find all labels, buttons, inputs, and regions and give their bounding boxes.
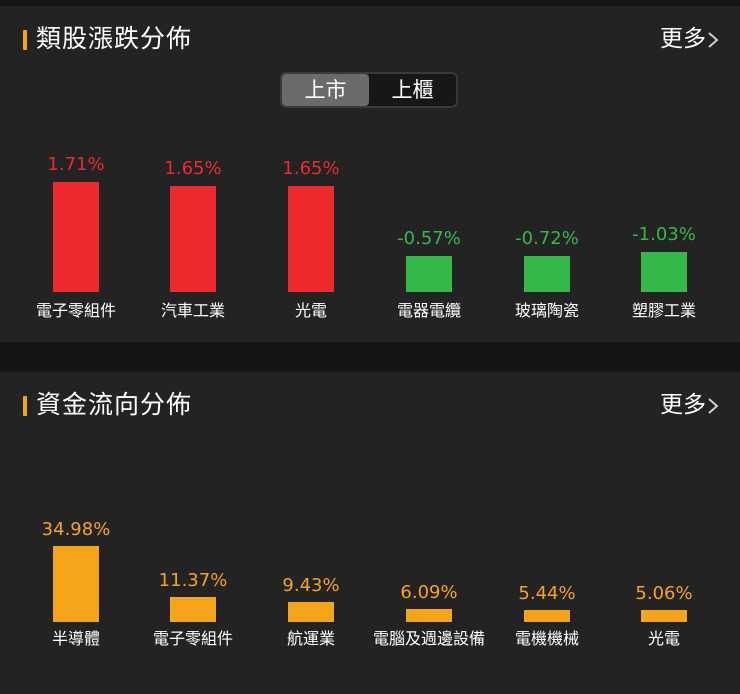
chart-bar (170, 185, 216, 292)
more-link[interactable]: 更多 (660, 26, 706, 52)
category-label[interactable]: 電子零組件 (152, 629, 233, 648)
capital-flow-card: 資金流向分佈 更多 34.98% 半導體 11.37% 電子零組件 9.43% 航運業 6.… (0, 372, 740, 694)
category-label[interactable]: 光電 (647, 629, 680, 648)
category-label[interactable]: 電腦及週邊設備 (372, 629, 485, 648)
chart-bar (288, 185, 334, 292)
bar-value-label: 11.37% (158, 570, 228, 592)
chevron-right-icon[interactable] (706, 30, 720, 50)
sector-performance-header: 類股漲跌分佈 更多 (0, 6, 740, 72)
chart-bar (524, 610, 570, 622)
bar-value-label: 1.71% (47, 154, 105, 175)
chart-bar (53, 182, 99, 292)
card-title: 資金流向分佈 (36, 390, 193, 419)
sector-performance-card: 類股漲跌分佈 更多 上市 上櫃 1.71% 電子零組件 1.65% 汽車工業 1.65%… (0, 6, 740, 342)
chart-bar (53, 546, 99, 622)
bar-value-label: -0.72% (515, 228, 579, 249)
card-title: 類股漲跌分佈 (36, 24, 193, 53)
chart-bar (641, 610, 687, 622)
bar-value-label: 1.65% (282, 157, 340, 179)
accent-bar (23, 30, 27, 50)
category-label[interactable]: 光電 (294, 301, 327, 320)
bar-value-label: -1.03% (632, 224, 696, 246)
tab-listed[interactable]: 上市 (282, 74, 369, 106)
market-toggle: 上市 上櫃 (280, 72, 458, 108)
category-label[interactable]: 電器電纜 (396, 301, 461, 320)
bar-value-label: 1.65% (164, 157, 222, 179)
chart-bar (170, 597, 216, 622)
chevron-right-icon[interactable] (706, 396, 720, 416)
chart-bar (641, 252, 687, 292)
category-label[interactable]: 電機機械 (514, 629, 579, 648)
chart-bar (524, 256, 570, 292)
bar-value-label: 6.09% (400, 581, 458, 603)
tab-otc[interactable]: 上櫃 (391, 78, 434, 102)
category-label[interactable]: 航運業 (286, 629, 335, 648)
capital-flow-header: 資金流向分佈 更多 (0, 372, 740, 438)
category-label[interactable]: 半導體 (51, 629, 100, 648)
more-link[interactable]: 更多 (660, 392, 706, 418)
accent-bar (23, 396, 27, 416)
bar-value-label: 5.44% (518, 583, 576, 604)
bar-value-label: 34.98% (41, 519, 111, 540)
chart-bar (288, 601, 334, 622)
bar-value-label: -0.57% (397, 228, 461, 249)
chart-bar (406, 608, 452, 622)
category-label[interactable]: 玻璃陶瓷 (514, 301, 579, 320)
category-label[interactable]: 塑膠工業 (631, 301, 696, 320)
bar-value-label: 5.06% (635, 583, 693, 604)
category-label[interactable]: 汽車工業 (160, 301, 225, 320)
category-label[interactable]: 電子零組件 (35, 301, 116, 320)
bar-value-label: 9.43% (282, 574, 340, 596)
chart-bar (406, 256, 452, 292)
